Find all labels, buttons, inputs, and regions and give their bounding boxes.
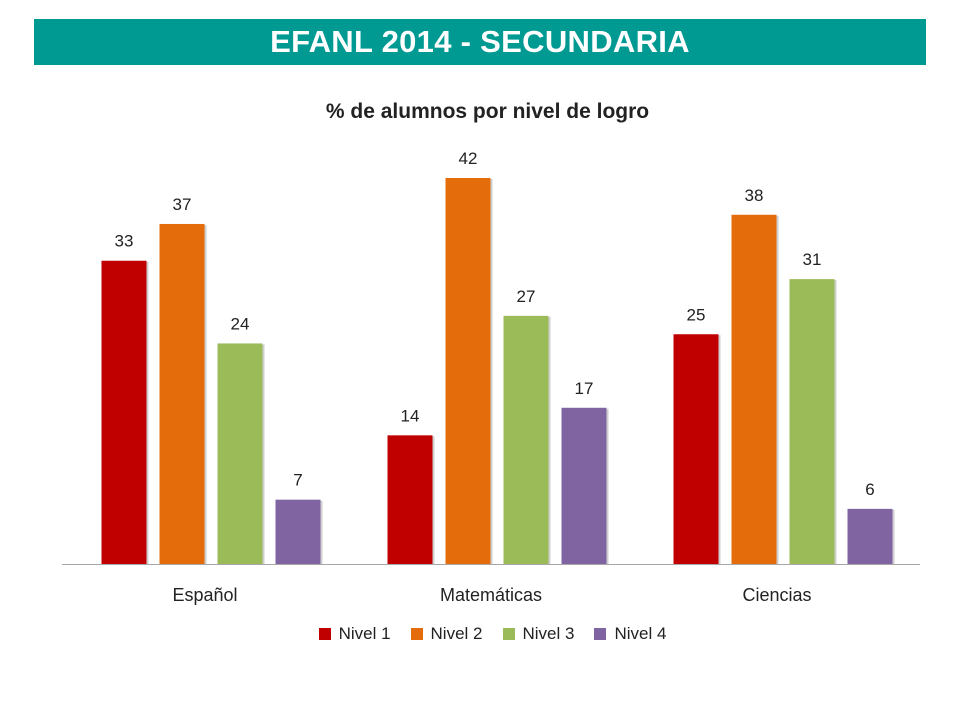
bar-nivel-3-2 — [789, 279, 835, 564]
data-label: 33 — [115, 232, 134, 251]
legend-label: Nivel 2 — [430, 624, 483, 643]
bar-nivel-1-2 — [673, 334, 719, 564]
legend-swatch — [594, 628, 607, 640]
legend-item: Nivel 3 — [502, 624, 575, 644]
bar-nivel-3-1 — [503, 315, 549, 564]
legend-label: Nivel 3 — [522, 624, 575, 643]
data-label: 25 — [687, 305, 706, 324]
legend-swatch — [410, 628, 423, 640]
data-label: 42 — [459, 149, 478, 168]
bar-nivel-2-1 — [445, 178, 491, 564]
data-label: 38 — [745, 186, 764, 205]
chart-legend: Nivel 1 Nivel 2 Nivel 3 Nivel 4 — [0, 624, 960, 644]
legend-swatch — [318, 628, 331, 640]
bar-nivel-2-0 — [159, 223, 205, 564]
bar-nivel-3-0 — [217, 343, 263, 564]
bar-nivel-1-0 — [101, 260, 147, 564]
bar-nivel-4-1 — [561, 407, 607, 564]
legend-item: Nivel 2 — [410, 624, 483, 644]
legend-swatch — [502, 628, 515, 640]
legend-label: Nivel 4 — [614, 624, 667, 643]
bar-nivel-4-2 — [847, 508, 893, 564]
data-label: 6 — [865, 480, 874, 499]
x-tick-label: Español — [172, 585, 237, 605]
data-label: 24 — [231, 314, 250, 333]
data-label: 27 — [517, 287, 536, 306]
legend-item: Nivel 1 — [318, 624, 391, 644]
bar-nivel-2-2 — [731, 214, 777, 564]
data-label: 17 — [575, 379, 594, 398]
header-banner: EFANL 2014 - SECUNDARIA — [34, 19, 926, 65]
bar-nivel-4-0 — [275, 499, 321, 564]
page-title: EFANL 2014 - SECUNDARIA — [270, 24, 690, 59]
legend-item: Nivel 4 — [594, 624, 666, 644]
bar-nivel-1-1 — [387, 435, 433, 564]
data-label: 14 — [401, 406, 420, 425]
chart-title: % de alumnos por nivel de logro — [325, 100, 650, 123]
legend-label: Nivel 1 — [338, 624, 391, 643]
x-tick-label: Matemáticas — [440, 585, 542, 605]
data-label: 37 — [173, 195, 192, 214]
x-tick-label: Ciencias — [742, 585, 811, 605]
data-label: 31 — [803, 250, 822, 269]
data-label: 7 — [293, 471, 302, 490]
